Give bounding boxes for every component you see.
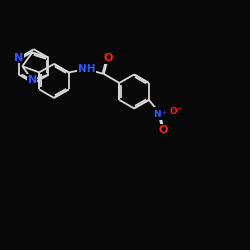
Text: O: O <box>103 53 113 63</box>
Text: NH: NH <box>78 64 95 74</box>
Text: N$^+$: N$^+$ <box>153 108 168 120</box>
Text: O$^{-}$: O$^{-}$ <box>169 106 184 117</box>
Text: N: N <box>28 75 37 85</box>
Text: N: N <box>14 53 24 63</box>
Text: O: O <box>158 125 168 135</box>
